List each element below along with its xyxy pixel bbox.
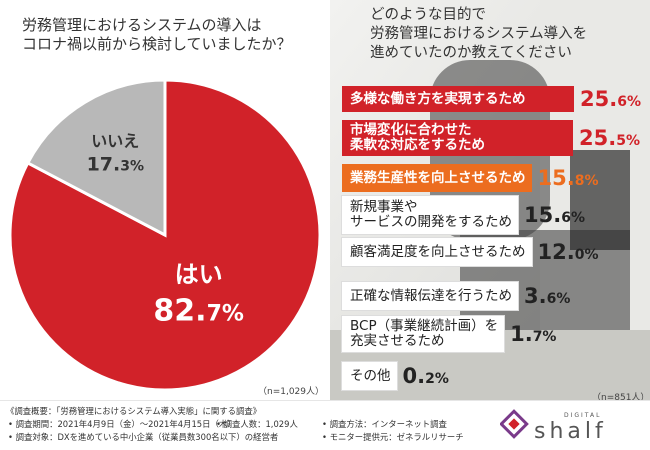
bar-row: 新規事業や サービスの開発をするため 15.6% bbox=[342, 196, 585, 234]
pie-chart: はい 82.7% いいえ 17.3% bbox=[8, 78, 322, 392]
bar-title-line-3: 進めていたのか教えてください bbox=[370, 45, 572, 61]
pie-question-title: 労務管理におけるシステムの導入は コロナ禍以前から検討していましたか？ bbox=[8, 12, 320, 53]
logo-small-text: DIGITAL bbox=[564, 412, 601, 419]
bar-label-box: 顧客満足度を向上させるため bbox=[342, 238, 532, 266]
bar-label-text: 業務生産性を向上させるため bbox=[350, 169, 526, 186]
pie-slice-label: はい bbox=[175, 261, 223, 289]
bar-row: 多様な働き方を実現するため 25.6% bbox=[342, 86, 641, 112]
bar-row: 顧客満足度を向上させるため 12.0% bbox=[342, 238, 598, 266]
bar-label-box: 新規事業や サービスの開発をするため bbox=[342, 196, 518, 234]
survey-method: • 調査方法：インターネット調査 bbox=[322, 419, 447, 429]
pie-slice-no bbox=[25, 78, 167, 238]
bar-row: その他 0.2% bbox=[342, 362, 449, 390]
survey-footer: 《調査概要：「労務管理におけるシステム導入実態」に関する調査》 • 調査期間：2… bbox=[0, 400, 650, 450]
bar-row: BCP（事業継続計画）を 充実させるため 1.7% bbox=[342, 316, 556, 352]
pie-sample-size: （n=1,029人） bbox=[258, 387, 325, 397]
pie-slice-value: 82.7% bbox=[153, 294, 244, 329]
bar-label-box: BCP（事業継続計画）を 充実させるため bbox=[342, 316, 505, 352]
bar-value: 1.7% bbox=[510, 322, 557, 346]
bar-value: 3.6% bbox=[524, 284, 571, 308]
bar-label-box: その他 bbox=[342, 362, 397, 390]
pie-slice-label: いいえ bbox=[91, 132, 139, 151]
bar-question-title: どのような目的で 労務管理におけるシステム導入を 進めていたのか教えてください bbox=[370, 6, 640, 63]
bar-value: 25.6% bbox=[580, 87, 641, 111]
bar-value: 12.0% bbox=[537, 240, 599, 264]
pie-title-line-1: 労務管理におけるシステムの導入は bbox=[22, 16, 262, 34]
bar-value: 15.6% bbox=[524, 203, 585, 227]
bar-label-text: 充実させるため bbox=[350, 333, 445, 349]
bar-label-text: 正確な情報伝達を行うため bbox=[350, 287, 512, 304]
bar-value: 0.2% bbox=[402, 364, 449, 388]
bar-label-text: 新規事業や bbox=[350, 199, 418, 215]
bar-label-text: サービスの開発をするため bbox=[350, 214, 512, 230]
bar-sample-size: （n=851人） bbox=[592, 393, 650, 403]
pie-title-line-2: コロナ禍以前から検討していましたか？ bbox=[22, 35, 292, 53]
bar-label-text: BCP（事業継続計画）を bbox=[350, 318, 499, 334]
bar-label-box: 多様な働き方を実現するため bbox=[342, 86, 574, 112]
bar-row: 正確な情報伝達を行うため 3.6% bbox=[342, 282, 570, 310]
bar-value: 15.8% bbox=[537, 166, 599, 190]
bar-label-text: 柔軟な対応をするため bbox=[350, 137, 485, 153]
bar-label-text: 顧客満足度を向上させるため bbox=[350, 243, 526, 260]
survey-monitor-provider: • モニター提供元：ゼネラルリサーチ bbox=[322, 432, 464, 442]
bar-label-box: 市場変化に合わせた 柔軟な対応をするため bbox=[342, 120, 573, 156]
bar-row: 業務生産性を向上させるため 15.8% bbox=[342, 164, 598, 192]
bar-label-text: その他 bbox=[350, 367, 391, 384]
bar-title-line-1: どのような目的で bbox=[370, 7, 486, 23]
pie-slice-value: 17.3% bbox=[87, 154, 144, 176]
bar-label-box: 業務生産性を向上させるため bbox=[342, 164, 532, 192]
bar-label-text: 多様な働き方を実現するため bbox=[350, 90, 526, 107]
bar-row: 市場変化に合わせた 柔軟な対応をするため 25.5% bbox=[342, 120, 640, 156]
logo-name: shalf bbox=[534, 419, 607, 444]
survey-period: • 調査期間：2021年4月9日（金）〜2021年4月15日（木） bbox=[8, 419, 236, 429]
digital-shalf-logo: DIGITAL shalf bbox=[500, 409, 607, 444]
survey-target: • 調査対象：DXを進めている中小企業（従業員数300名以下）の経営者 bbox=[8, 432, 279, 442]
bar-title-line-2: 労務管理におけるシステム導入を bbox=[370, 26, 588, 42]
bar-label-box: 正確な情報伝達を行うため bbox=[342, 282, 518, 310]
purpose-bar-list: 多様な働き方を実現するため 25.6% 市場変化に合わせた 柔軟な対応をするため 25.… bbox=[332, 0, 650, 400]
bar-value: 25.5% bbox=[579, 126, 640, 150]
survey-overview-heading: 《調査概要：「労務管理におけるシステム導入実態」に関する調査》 bbox=[6, 406, 262, 416]
survey-respondents: • 調査人数：1,029人 bbox=[216, 419, 298, 429]
bar-label-text: 市場変化に合わせた bbox=[350, 122, 472, 138]
